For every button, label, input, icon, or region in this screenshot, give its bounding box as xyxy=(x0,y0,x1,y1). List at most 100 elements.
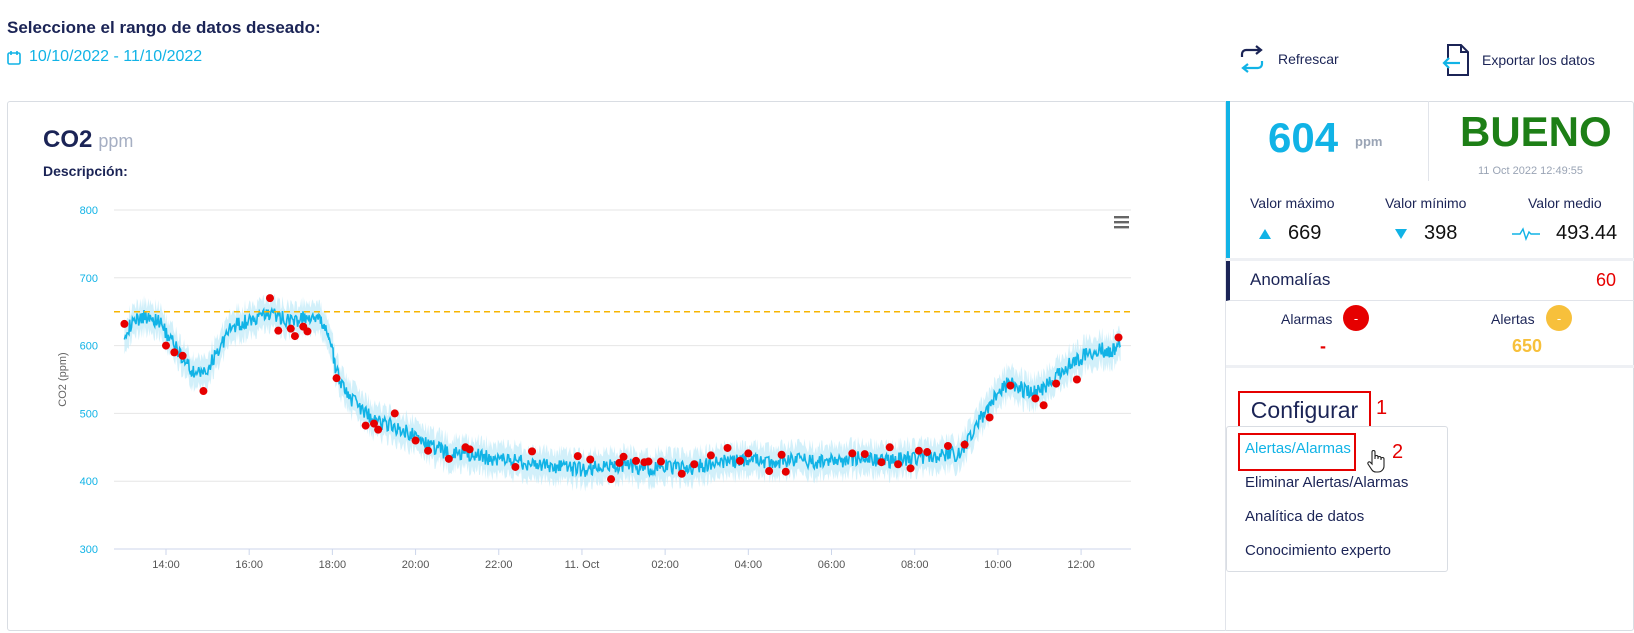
anomaly-point xyxy=(586,455,595,464)
x-tick-label: 11. Oct xyxy=(565,559,600,571)
anomaly-point xyxy=(777,450,786,459)
calendar-icon xyxy=(7,50,21,65)
anomaly-point xyxy=(706,451,715,460)
y-tick-label: 700 xyxy=(80,273,98,285)
menu-item-data-analytics[interactable]: Analítica de datos xyxy=(1245,508,1365,525)
max-stat: 669 xyxy=(1258,222,1321,245)
anomaly-point xyxy=(860,450,869,459)
alerts-label: Alertas xyxy=(1491,311,1535,327)
anomaly-point xyxy=(914,446,923,455)
anomaly-point xyxy=(765,467,774,476)
max-value: 669 xyxy=(1288,222,1322,244)
status-label: BUENO xyxy=(1460,108,1612,155)
alarms-value: - xyxy=(1320,336,1326,356)
x-tick-label: 20:00 xyxy=(402,559,430,571)
anomaly-point xyxy=(877,458,886,467)
menu-item-alerts-alarms[interactable]: Alertas/Alarmas xyxy=(1245,440,1351,457)
anomaly-point xyxy=(332,374,341,383)
anomaly-point xyxy=(723,443,732,452)
y-tick-label: 600 xyxy=(80,341,98,353)
anomaly-point xyxy=(390,409,399,418)
anomaly-point xyxy=(303,327,312,336)
anomaly-point xyxy=(573,452,582,461)
anomalies-bar xyxy=(1226,261,1634,301)
refresh-label: Refrescar xyxy=(1278,51,1339,67)
chart-menu-icon xyxy=(1114,226,1129,229)
anomaly-point xyxy=(178,351,187,360)
x-tick-label: 08:00 xyxy=(901,559,929,571)
anomaly-point xyxy=(286,324,295,333)
anomaly-point xyxy=(656,457,665,466)
anomaly-point xyxy=(960,440,969,449)
pulse-icon xyxy=(1512,226,1540,241)
anomaly-point xyxy=(161,341,170,350)
menu-item-expert-knowledge[interactable]: Conocimiento experto xyxy=(1245,542,1391,559)
anomaly-point xyxy=(170,348,179,357)
export-button[interactable]: Exportar los datos xyxy=(1440,43,1595,77)
anomaly-point xyxy=(444,454,453,463)
anomaly-point xyxy=(781,467,790,476)
current-value: 604 xyxy=(1268,114,1339,161)
anomaly-point xyxy=(465,445,474,454)
status-timestamp: 11 Oct 2022 12:49:55 xyxy=(1478,165,1583,177)
refresh-icon xyxy=(1240,45,1264,73)
anomaly-point xyxy=(885,443,894,452)
stats-separator xyxy=(1226,258,1634,261)
y-tick-label: 500 xyxy=(80,408,98,420)
anomaly-point xyxy=(369,419,378,428)
y-tick-label: 300 xyxy=(80,544,98,556)
anomaly-point xyxy=(906,464,915,473)
anomaly-point xyxy=(923,448,932,457)
date-range-text: 10/10/2022 - 11/10/2022 xyxy=(29,48,203,65)
alarms-label: Alarmas xyxy=(1281,311,1333,327)
y-tick-label: 800 xyxy=(80,205,98,217)
alerts-value: 650 xyxy=(1512,336,1543,356)
x-tick-label: 22:00 xyxy=(485,559,513,571)
anomalies-separator xyxy=(1226,365,1634,368)
anomaly-point xyxy=(199,387,208,396)
menu-highlight-box xyxy=(1238,433,1356,471)
avg-value: 493.44 xyxy=(1556,222,1618,244)
anomaly-point xyxy=(1039,401,1048,410)
current-unit: ppm xyxy=(1355,134,1383,149)
series-range-band xyxy=(124,293,1121,492)
status-divider xyxy=(1428,101,1429,181)
anomaly-point xyxy=(744,449,753,458)
x-tick-label: 10:00 xyxy=(984,559,1012,571)
x-tick-label: 02:00 xyxy=(651,559,679,571)
anomaly-point xyxy=(1072,375,1081,384)
description-label: Descripción: xyxy=(43,163,128,179)
anomaly-point xyxy=(511,462,520,471)
sensor-unit: ppm xyxy=(98,131,134,151)
anomaly-point xyxy=(644,457,653,466)
menu-item-delete-alerts[interactable]: Eliminar Alertas/Alarmas xyxy=(1245,474,1409,491)
co2-chart[interactable]: 300 400 500 600 700 800 14:00 16:00 18:00 20:00 22… xyxy=(48,200,1188,600)
anomalies-label: Anomalías xyxy=(1250,270,1331,289)
anomaly-point xyxy=(120,319,129,328)
chart-menu-icon xyxy=(1114,221,1129,224)
anomaly-point xyxy=(265,294,274,303)
date-range-picker[interactable]: 10/10/2022 - 11/10/2022 xyxy=(7,48,202,66)
max-label: Valor máximo xyxy=(1250,195,1335,211)
anomaly-point xyxy=(361,421,370,430)
anomaly-point xyxy=(619,452,628,461)
x-tick-label: 12:00 xyxy=(1067,559,1095,571)
anomaly-point xyxy=(1114,333,1123,342)
min-value: 398 xyxy=(1424,222,1458,244)
anomaly-point xyxy=(290,332,299,341)
anomaly-point xyxy=(1006,381,1015,390)
triangle-down-icon xyxy=(1395,228,1407,239)
series-line-co2 xyxy=(123,306,1122,478)
x-tick-label: 06:00 xyxy=(818,559,846,571)
x-tick-label: 14:00 xyxy=(152,559,180,571)
anomaly-point xyxy=(1031,394,1040,403)
refresh-button[interactable]: Refrescar xyxy=(1236,43,1339,75)
step-2-label: 2 xyxy=(1392,441,1404,463)
anomaly-point xyxy=(894,460,903,469)
anomaly-point xyxy=(848,449,857,458)
hand-cursor-icon xyxy=(1367,450,1385,473)
configure-button[interactable]: Configurar xyxy=(1238,391,1371,429)
sensor-name: CO2 xyxy=(43,126,93,153)
anomaly-point xyxy=(274,326,283,335)
anomaly-point xyxy=(736,456,745,465)
